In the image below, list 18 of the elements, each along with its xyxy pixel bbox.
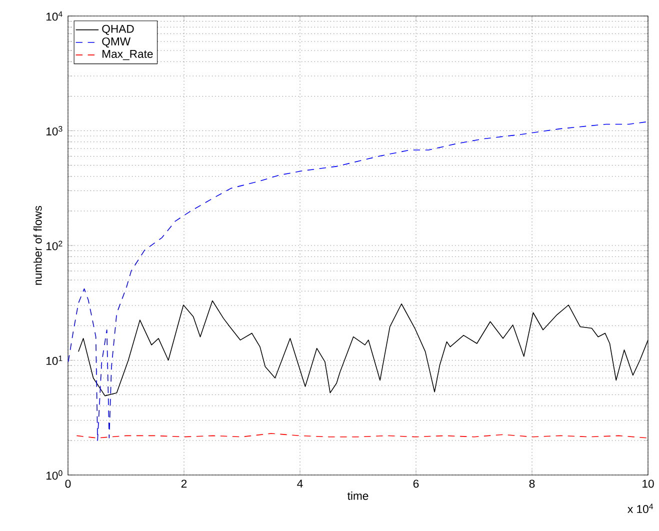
y-axis-title: number of flows [33, 206, 42, 285]
line-series [68, 121, 648, 441]
legend-label: QHAD [102, 24, 134, 35]
y-tick-label: 10$^{4}$ [46, 11, 62, 21]
text: x 10$^{4}$ [628, 504, 654, 514]
legend-label: QMW [102, 37, 131, 48]
legend-label: Max_Rate [102, 50, 153, 60]
x-tick-label: 2 [181, 480, 187, 488]
y-tick-label: 10$^{1}$ [46, 356, 62, 365]
y-tick-label: 10$^{2}$ [46, 240, 62, 250]
x-tick-label: 0 [65, 480, 71, 488]
y-tick-label: 10$^{3}$ [46, 126, 62, 136]
x-tick-label: 4 [297, 480, 303, 488]
x-axis-title: time [347, 492, 368, 500]
x-tick-label: 8 [529, 480, 535, 488]
x-tick-label: 6 [413, 480, 419, 488]
y-tick-label: 10$^{0}$ [46, 470, 62, 480]
x-tick-label: 10 [642, 480, 654, 488]
